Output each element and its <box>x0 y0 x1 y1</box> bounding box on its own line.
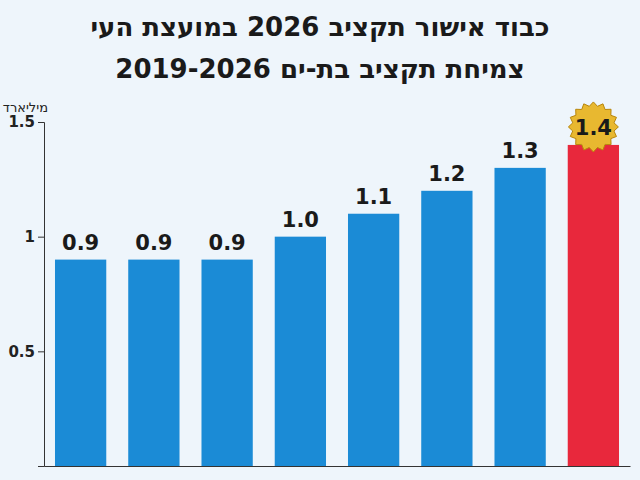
title: כבוד אישור תקציב 2026 במועצת העי <box>90 12 549 42</box>
bar <box>421 191 472 466</box>
bars <box>55 145 619 466</box>
tick: 0.5 <box>8 343 44 361</box>
data-label: 0.9 <box>209 231 246 255</box>
data-label: 0.9 <box>62 231 99 255</box>
bar <box>201 260 252 466</box>
tick: 1.5 <box>8 113 44 131</box>
tick-label: 1 <box>25 228 35 246</box>
x-axis-line <box>45 466 631 467</box>
bar <box>128 260 179 466</box>
bar <box>494 168 545 466</box>
data-labels: 0.9 0.9 0.9 1.0 1.1 1.2 1.3 1.4 <box>62 102 618 255</box>
y-axis-title: מיליארד <box>3 100 48 115</box>
data-label: 0.9 <box>135 231 172 255</box>
data-label: 1.0 <box>282 208 319 232</box>
bar <box>348 214 399 466</box>
badge <box>568 102 618 152</box>
bar <box>568 145 619 466</box>
tick: 1 <box>25 228 44 246</box>
tick-label: 1.5 <box>8 113 35 131</box>
tick-mark <box>38 237 44 238</box>
tick-mark <box>38 122 44 123</box>
y-axis-line <box>38 123 45 467</box>
tick-label: 0.5 <box>8 343 35 361</box>
bar <box>55 260 106 466</box>
x-axis <box>45 466 631 468</box>
chart: כבוד אישור תקציב 2026 במועצת העי צמיחת תק… <box>0 0 640 480</box>
data-label: 1.2 <box>428 162 465 186</box>
y-axis: 0.5 1 1.5 <box>8 113 44 466</box>
data-label: 1.4 <box>575 116 612 140</box>
tick-mark <box>38 351 44 352</box>
data-label: 1.3 <box>502 139 539 163</box>
data-label: 1.1 <box>355 185 392 209</box>
subtitle: צמיחת תקציב בת-ים 2019-2026 <box>115 54 524 84</box>
background <box>0 0 640 480</box>
bar <box>275 237 326 466</box>
plot: 0.5 1 1.5 0.9 0.9 0.9 1.0 1.1 1.2 1.3 1.4 <box>8 102 630 467</box>
